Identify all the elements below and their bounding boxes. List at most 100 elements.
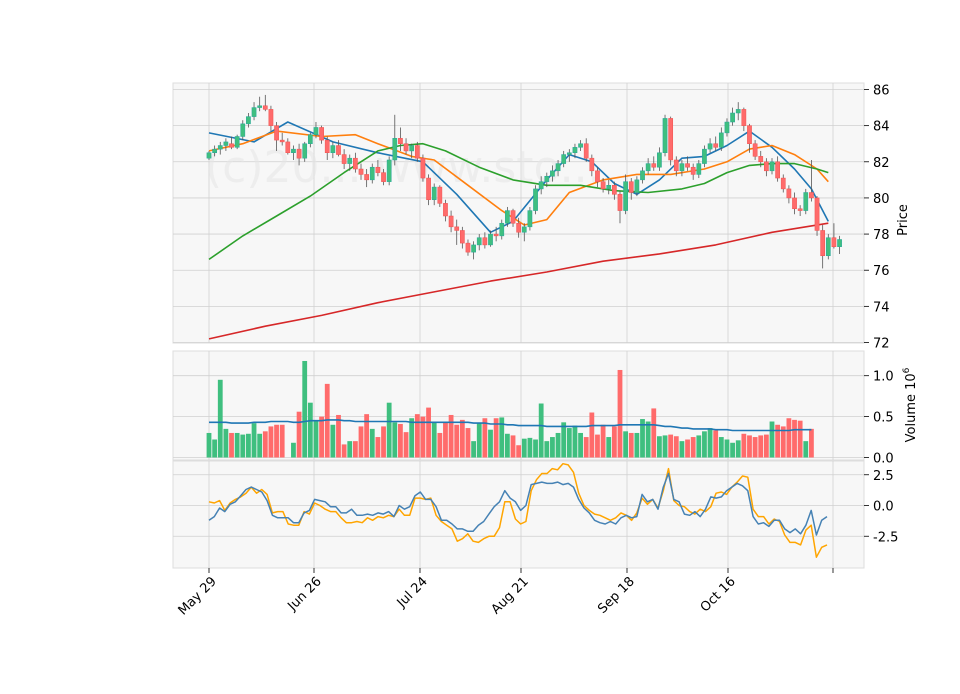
volume-bar-down	[229, 432, 234, 458]
volume-bar-down	[809, 428, 814, 458]
volume-bar-up	[307, 402, 313, 458]
candle-down	[600, 181, 606, 190]
volume-bar-up	[302, 360, 308, 458]
candle-up	[735, 109, 741, 114]
volume-bar-down	[628, 432, 634, 458]
candle-down	[628, 181, 634, 193]
volume-bar-down	[775, 424, 781, 458]
candle-up	[217, 145, 223, 150]
volume-bar-down	[611, 426, 617, 458]
volume-bar-up	[330, 424, 336, 458]
volume-bar-down	[319, 416, 324, 458]
candle-down	[381, 172, 386, 182]
volume-bar-down	[448, 414, 454, 458]
candle-up	[662, 118, 668, 153]
candle-up	[291, 148, 296, 153]
volume-bars	[206, 360, 814, 458]
volume-bar-down	[786, 418, 792, 458]
candle-up	[240, 123, 246, 137]
candle-down	[482, 237, 488, 246]
candle-up	[696, 163, 702, 175]
candle-up	[730, 112, 735, 123]
volume-bar-down	[668, 434, 674, 458]
candle-down	[595, 170, 600, 182]
volume-bar-up	[735, 440, 741, 458]
candle-down	[747, 125, 752, 144]
volume-bar-up	[223, 428, 229, 458]
candle-down	[262, 105, 268, 110]
x-tick-label: Jul 24	[394, 574, 431, 611]
volume-bar-down	[741, 433, 747, 458]
candle-up	[471, 244, 476, 253]
candle-down	[443, 203, 448, 217]
candle-up	[544, 175, 550, 182]
candle-down	[758, 156, 764, 163]
volume-bar-down	[341, 444, 347, 458]
candle-up	[392, 138, 398, 161]
volume-bar-up	[718, 437, 724, 458]
candle-down	[437, 186, 443, 204]
candle-up	[634, 179, 640, 193]
volume-bar-up	[386, 402, 392, 458]
candle-down	[426, 177, 431, 200]
volume-bar-down	[792, 419, 797, 458]
candle-down	[690, 166, 696, 175]
volume-bar-down	[510, 435, 516, 458]
candle-up	[488, 233, 493, 246]
price-tick-label: 72	[873, 337, 890, 352]
candle-down	[454, 226, 460, 231]
candle-up	[206, 152, 212, 159]
volume-bar-up	[634, 432, 640, 458]
oscillator-tick-label: -2.5	[873, 530, 898, 545]
volume-bar-down	[617, 369, 623, 458]
volume-bar-up	[730, 442, 735, 458]
volume-bar-down	[516, 445, 522, 458]
volume-bar-up	[471, 441, 477, 458]
candle-up	[212, 148, 217, 153]
volume-bar-down	[268, 426, 274, 458]
candle-down	[358, 168, 364, 175]
candle-down	[460, 230, 465, 244]
volume-bar-down	[752, 437, 758, 458]
volume-bar-up	[431, 422, 437, 458]
x-tick-label: Jun 26	[285, 574, 325, 614]
volume-bar-down	[336, 414, 341, 458]
x-tick-label: Oct 16	[698, 574, 739, 615]
candle-down	[797, 208, 803, 211]
volume-bar-up	[662, 435, 668, 458]
volume-bar-down	[364, 414, 370, 458]
candle-up	[369, 166, 375, 181]
candle-down	[583, 143, 589, 159]
candle-up	[566, 152, 572, 155]
candle-up	[702, 148, 707, 164]
volume-bar-up	[476, 423, 482, 458]
volume-bar-up	[702, 431, 707, 458]
candle-up	[561, 154, 567, 164]
volume-bar-up	[504, 433, 510, 458]
volume-bar-up	[578, 432, 583, 458]
volume-bar-down	[454, 424, 460, 458]
candle-down	[831, 237, 837, 247]
volume-bar-up	[606, 437, 612, 458]
price-tick-label: 86	[873, 84, 890, 99]
candle-up	[521, 226, 527, 233]
volume-bar-down	[426, 407, 431, 458]
candle-down	[809, 192, 814, 199]
volume-bar-up	[555, 432, 561, 458]
candle-up	[572, 147, 578, 153]
volume-bar-down	[352, 441, 358, 458]
volume-bar-down	[443, 421, 448, 458]
volume-bar-up	[561, 422, 567, 458]
volume-bar-up	[240, 434, 246, 458]
candle-down	[279, 139, 285, 143]
volume-axis-label-text: Volume 10	[904, 373, 919, 442]
volume-bar-down	[595, 434, 600, 458]
volume-bar-down	[465, 428, 471, 458]
price-axis-label: Price	[896, 204, 911, 236]
volume-axis-exponent: 6	[902, 367, 912, 373]
candle-up	[533, 188, 538, 211]
volume-moving-average-line	[209, 419, 812, 432]
volume-bar-down	[420, 416, 426, 458]
